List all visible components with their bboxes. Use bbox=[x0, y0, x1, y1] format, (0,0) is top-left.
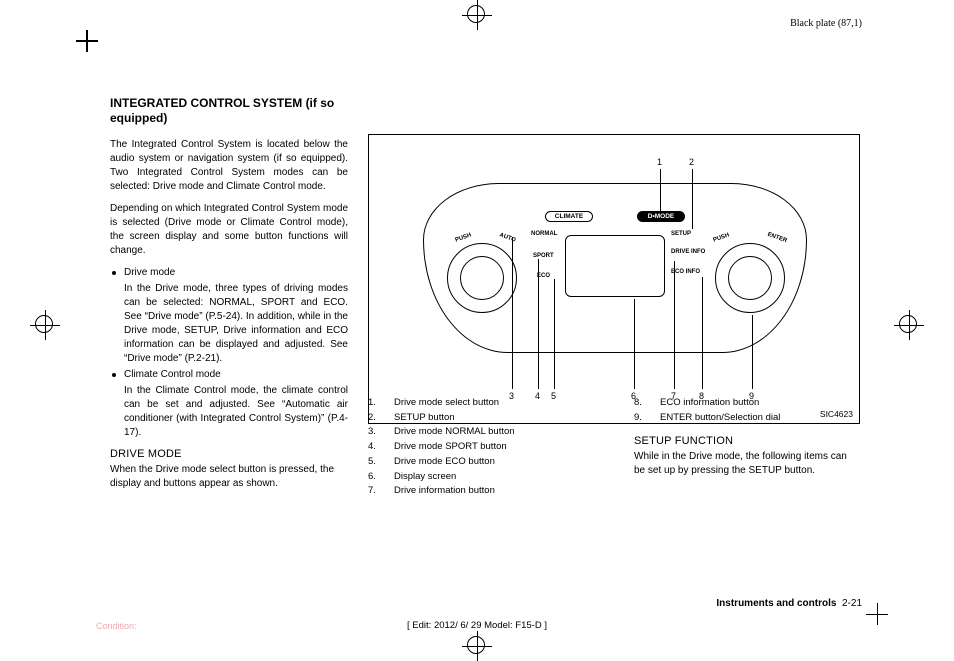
leader-line bbox=[554, 279, 555, 389]
list-item-body: In the Climate Control mode, the climate… bbox=[124, 384, 348, 440]
paragraph: The Integrated Control System is located… bbox=[110, 138, 348, 194]
registration-mark-top bbox=[462, 0, 492, 30]
column-left: INTEGRATED CONTROL SYSTEM (if so equippe… bbox=[110, 96, 348, 499]
registration-mark-right bbox=[894, 310, 924, 340]
list-item-head: Drive mode bbox=[124, 267, 175, 278]
crop-mark bbox=[76, 40, 98, 42]
leader-line bbox=[634, 299, 635, 389]
label-eco-info: ECO INFO bbox=[671, 269, 700, 275]
leader-line bbox=[692, 169, 693, 229]
display-screen bbox=[565, 235, 665, 297]
leader-line bbox=[512, 237, 513, 389]
crop-mark bbox=[866, 614, 888, 616]
leader-line bbox=[702, 277, 703, 389]
registration-mark-left bbox=[30, 310, 60, 340]
leader-line bbox=[674, 261, 675, 389]
callout-item: 1.Drive mode select button bbox=[368, 396, 614, 411]
callout-item: 3.Drive mode NORMAL button bbox=[368, 425, 614, 440]
callout-item: 2.SETUP button bbox=[368, 411, 614, 426]
footer-condition: Condition: bbox=[96, 621, 137, 631]
setup-function-heading: SETUP FUNCTION bbox=[634, 435, 860, 447]
left-dial bbox=[447, 243, 517, 313]
paragraph: When the Drive mode select button is pre… bbox=[110, 463, 348, 491]
registration-mark-bottom bbox=[462, 631, 492, 661]
callout-number: 2 bbox=[689, 157, 694, 167]
plate-label: Black plate (87,1) bbox=[790, 18, 862, 29]
footer-section-name: Instruments and controls bbox=[716, 598, 836, 609]
list-item: Climate Control mode In the Climate Cont… bbox=[110, 368, 348, 440]
label-normal: NORMAL bbox=[531, 231, 557, 237]
paragraph: While in the Drive mode, the following i… bbox=[634, 450, 860, 478]
dmode-button-label: D•MODE bbox=[637, 211, 685, 222]
right-dial bbox=[715, 243, 785, 313]
callout-item: 5.Drive mode ECO button bbox=[368, 455, 614, 470]
callout-list-left: 1.Drive mode select button 2.SETUP butto… bbox=[368, 396, 614, 499]
drive-mode-heading: DRIVE MODE bbox=[110, 448, 348, 460]
footer-section-page: Instruments and controls 2-21 bbox=[716, 598, 862, 609]
label-sport: SPORT bbox=[533, 253, 554, 259]
section-title: INTEGRATED CONTROL SYSTEM (if so equippe… bbox=[110, 96, 348, 126]
bullet-list: Drive mode In the Drive mode, three type… bbox=[110, 266, 348, 440]
leader-line bbox=[752, 315, 753, 389]
callout-list-right: 8.ECO information button 9.ENTER button/… bbox=[634, 396, 860, 425]
callout-item: 8.ECO information button bbox=[634, 396, 860, 411]
callout-item: 7.Drive information button bbox=[368, 484, 614, 499]
label-setup: SETUP bbox=[671, 231, 691, 237]
callout-item: 9.ENTER button/Selection dial bbox=[634, 411, 860, 426]
footer-edit-info: [ Edit: 2012/ 6/ 29 Model: F15-D ] bbox=[0, 620, 954, 631]
page-content: INTEGRATED CONTROL SYSTEM (if so equippe… bbox=[110, 96, 860, 606]
callout-item: 4.Drive mode SPORT button bbox=[368, 440, 614, 455]
list-item: Drive mode In the Drive mode, three type… bbox=[110, 266, 348, 366]
callout-item: 6.Display screen bbox=[368, 470, 614, 485]
climate-button-label: CLIMATE bbox=[545, 211, 593, 222]
figure-integrated-control: CLIMATE D•MODE NORMAL SPORT ECO SETUP DR… bbox=[368, 134, 860, 424]
paragraph: Depending on which Integrated Control Sy… bbox=[110, 202, 348, 258]
footer-page-number: 2-21 bbox=[842, 598, 862, 609]
leader-line bbox=[660, 169, 661, 211]
list-item-head: Climate Control mode bbox=[124, 369, 221, 380]
list-item-body: In the Drive mode, three types of drivin… bbox=[124, 282, 348, 366]
label-drive-info: DRIVE INFO bbox=[671, 249, 705, 255]
callout-number: 1 bbox=[657, 157, 662, 167]
leader-line bbox=[538, 259, 539, 389]
